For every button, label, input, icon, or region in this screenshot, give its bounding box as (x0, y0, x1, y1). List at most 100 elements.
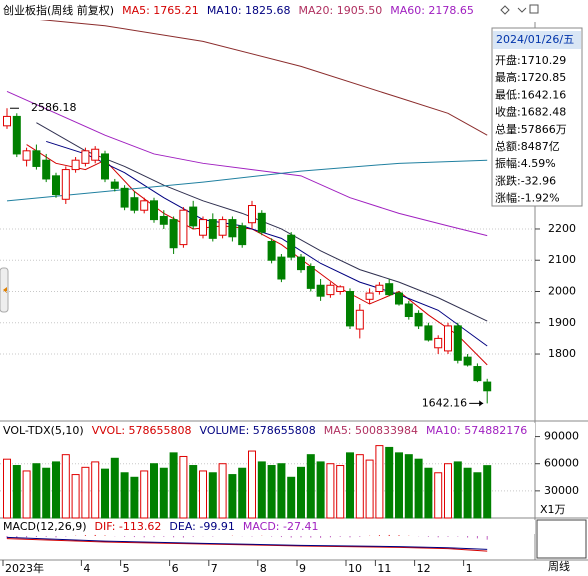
candle-body (473, 366, 482, 382)
volume-bar (287, 476, 296, 519)
window-icon[interactable] (529, 4, 539, 14)
candle-body (159, 215, 168, 225)
volume-bar (306, 454, 315, 519)
candle-body (434, 337, 443, 349)
header-bg (0, 423, 535, 438)
candle-body (130, 197, 139, 211)
candle-body (3, 115, 11, 127)
candle-body (355, 309, 364, 330)
volume-bar (385, 446, 394, 519)
candle-body (101, 153, 109, 180)
candle-body (140, 200, 149, 211)
panel-title: MACD(12,26,9) (3, 520, 87, 533)
volume-bar (355, 454, 364, 519)
indicator: VOLUME: 578655808 (200, 424, 316, 437)
candle-body (81, 150, 90, 164)
volume-bar (375, 445, 384, 519)
indicator: MACD: -27.41 (243, 520, 319, 533)
info-row: 最低:1642.16 (495, 88, 566, 101)
info-box-frame (491, 27, 583, 207)
info-row: 总量:57866万 (495, 122, 567, 136)
header-bg (0, 0, 498, 20)
candle-body (306, 265, 315, 289)
high-annotation: 2586.18 (31, 101, 77, 114)
ma-line (6, 90, 488, 237)
candle-body (42, 159, 51, 180)
volume-bar (257, 461, 266, 519)
candle-body (267, 240, 276, 261)
candle-body (257, 212, 266, 233)
legend-entry: MA60: 2178.65 (390, 4, 474, 17)
y-tick-label: 30000 (544, 484, 579, 497)
candle-body (414, 312, 423, 327)
candle-body (22, 150, 31, 161)
candle-body (444, 325, 452, 352)
candle-body (189, 206, 198, 227)
volume-bar (32, 463, 41, 519)
volume-bar (71, 474, 80, 519)
candle-body (120, 187, 129, 208)
info-row: 涨跌:-32.96 (495, 173, 556, 187)
volume-bar (267, 465, 276, 519)
diamond-icon[interactable] (500, 5, 510, 15)
legend-entry: MA5: 1765.21 (122, 4, 199, 17)
x-tick-label: 5 (123, 562, 130, 575)
volume-bar (326, 463, 335, 519)
volume-bar (189, 465, 198, 519)
candle-body (150, 200, 158, 221)
candle-body (375, 284, 384, 293)
candle-body (169, 219, 178, 249)
volume-bar (3, 458, 11, 519)
volume-bar (120, 472, 129, 519)
candle-body (483, 381, 492, 392)
y-tick-label: 2000 (548, 285, 576, 298)
indicator: DEA: -99.91 (169, 520, 234, 533)
volume-bar (404, 454, 413, 519)
candle-body (218, 219, 227, 236)
candle-body (248, 205, 256, 224)
candle-body (297, 256, 305, 271)
candle-body (326, 284, 335, 296)
header-bg (0, 520, 535, 534)
volume-bar (228, 474, 237, 519)
volume-bar (346, 452, 354, 519)
volume-bar (169, 452, 178, 519)
volume-bar (91, 461, 100, 519)
x-tick-label: 1 (466, 562, 473, 575)
volume-bar (52, 461, 60, 519)
volume-bar (434, 472, 443, 519)
candle-body (199, 219, 207, 236)
legend-entry: MA10: 1825.68 (207, 4, 291, 17)
info-row: 涨幅:-1.92% (495, 192, 560, 205)
info-row: 振幅:4.59% (495, 156, 556, 170)
volume-bar (150, 463, 158, 519)
info-box: 2024/01/26/五 开盘:1710.29 最高:1720.85 最低:1642… (491, 27, 583, 207)
y-tick-label: 2200 (548, 222, 576, 235)
candle-body (179, 209, 188, 246)
volume-bar (483, 465, 492, 519)
volume-bar (414, 458, 423, 519)
macd-line (6, 536, 488, 550)
volume-bar (424, 467, 433, 519)
candle-body (277, 256, 286, 280)
volume-bar (365, 459, 374, 519)
volume-bar (248, 450, 256, 519)
volume-bar (336, 465, 345, 519)
period-label: 周线 (548, 559, 570, 573)
volume-bar (159, 467, 168, 519)
candle-body (365, 292, 374, 300)
volume-bar (81, 466, 90, 519)
volume-bar (238, 467, 247, 519)
candle-body (336, 286, 345, 293)
x-tick-label: 4 (83, 562, 90, 575)
info-row: 最高:1720.85 (495, 70, 566, 84)
volume-bar (395, 452, 403, 519)
volume-bar (218, 463, 227, 519)
candle-body (91, 148, 100, 161)
chart-title: 创业板指(周线 前复权) (3, 3, 114, 17)
volume-bar (199, 470, 207, 519)
dropdown-icon[interactable] (517, 7, 527, 13)
x-tick-label: 7 (211, 562, 218, 575)
